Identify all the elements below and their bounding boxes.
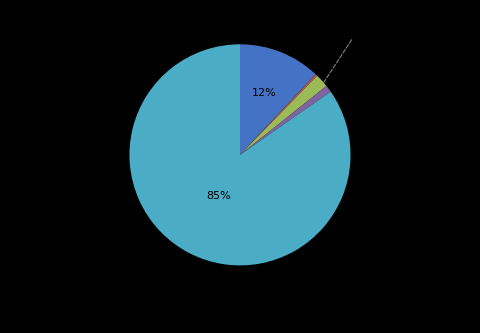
Wedge shape	[240, 76, 326, 155]
Text: 85%: 85%	[206, 191, 231, 201]
Wedge shape	[240, 86, 331, 155]
Wedge shape	[130, 44, 350, 265]
Text: 12%: 12%	[252, 88, 277, 98]
Wedge shape	[240, 74, 317, 155]
Wedge shape	[240, 44, 316, 155]
